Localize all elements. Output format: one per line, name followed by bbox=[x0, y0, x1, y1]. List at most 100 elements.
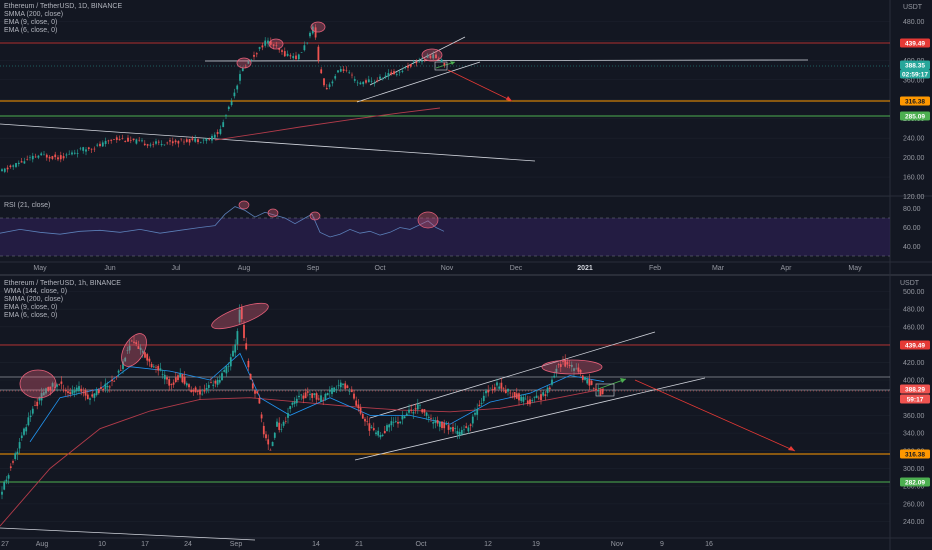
bottom-highlight-ellipses[interactable] bbox=[19, 298, 603, 399]
bottom-price-badge bbox=[900, 449, 930, 459]
bottom-smma-path bbox=[0, 388, 605, 527]
bottom-price-axis[interactable]: 500.00480.00460.00440.00420.00400.00380.… bbox=[903, 289, 925, 526]
bottom-candle bbox=[531, 400, 534, 402]
top-candle bbox=[331, 81, 334, 84]
top-peak-highlight-1 bbox=[236, 57, 252, 69]
top-candle bbox=[239, 74, 241, 81]
rsi-peak-highlight-2 bbox=[267, 208, 279, 218]
bottom-candle bbox=[463, 429, 465, 431]
top-candle bbox=[146, 144, 149, 146]
bottom-indicator-wma: WMA (144, close, 0) bbox=[4, 288, 67, 295]
bottom-candle bbox=[58, 384, 61, 385]
top-time-tick: Apr bbox=[781, 265, 793, 272]
bottom-candle bbox=[524, 398, 527, 400]
top-candle bbox=[211, 135, 213, 141]
top-price-badge bbox=[900, 60, 930, 70]
bottom-candle bbox=[130, 340, 133, 342]
top-trend-drawings[interactable] bbox=[0, 36, 809, 162]
top-candle bbox=[205, 138, 208, 141]
top-candle bbox=[227, 106, 230, 110]
bottom-candle bbox=[399, 421, 402, 424]
bottom-candle bbox=[372, 428, 375, 431]
top-price-badge-text: 02:59:17 bbox=[902, 71, 928, 78]
bottom-horizontal-levels bbox=[0, 344, 890, 483]
bottom-candle bbox=[491, 389, 494, 391]
bottom-candle bbox=[421, 409, 424, 413]
bottom-candle bbox=[104, 383, 107, 390]
bottom-candle bbox=[555, 368, 558, 373]
bottom-candle bbox=[449, 427, 452, 430]
bottom-candle bbox=[436, 420, 439, 424]
top-candle bbox=[163, 144, 166, 146]
bottom-candle bbox=[302, 395, 305, 399]
bottom-candle bbox=[493, 387, 496, 390]
top-grid bbox=[0, 21, 890, 197]
bottom-candle bbox=[324, 393, 327, 400]
rsi-panel-title[interactable]: RSI (21, close) bbox=[4, 202, 50, 209]
bottom-time-axis[interactable]: 27 Aug 10 17 24 Sep 14 21 Oct 12 19 Nov 9 16 bbox=[1, 541, 713, 548]
bottom-candle bbox=[568, 364, 571, 367]
bottom-candle bbox=[190, 390, 193, 393]
bottom-panel-legend[interactable]: Ethereum / TetherUSD, 1h, BINANCE WMA (1… bbox=[4, 280, 121, 319]
bottom-candle bbox=[31, 408, 34, 414]
bottom-candle bbox=[137, 346, 140, 349]
bottom-candle bbox=[117, 370, 120, 373]
top-indicator-ema9: EMA (9, close, 0) bbox=[4, 19, 57, 26]
top-candle bbox=[387, 72, 390, 77]
bottom-price-tick: 480.00 bbox=[903, 307, 925, 314]
bottom-candle bbox=[168, 379, 171, 386]
bottom-candle bbox=[300, 394, 303, 396]
top-candle bbox=[6, 167, 9, 170]
bottom-candle bbox=[335, 389, 338, 390]
top-candle bbox=[15, 163, 17, 167]
top-price-badge bbox=[900, 111, 930, 121]
top-candle bbox=[440, 59, 443, 63]
bottom-candle bbox=[157, 365, 160, 371]
top-candle bbox=[236, 85, 239, 90]
bottom-candle bbox=[174, 377, 177, 383]
bottom-candle bbox=[295, 398, 298, 404]
rsi-highlight-ellipses[interactable] bbox=[238, 200, 439, 229]
bottom-time-tick: 24 bbox=[184, 541, 192, 548]
bottom-price-badge-text: 59:17 bbox=[907, 396, 924, 403]
top-candle bbox=[342, 69, 345, 71]
top-candle bbox=[180, 138, 183, 140]
top-candle bbox=[241, 68, 244, 72]
top-panel-legend[interactable]: Ethereum / TetherUSD, 1D, BINANCE SMMA (… bbox=[4, 3, 122, 34]
top-candle bbox=[213, 134, 216, 138]
top-candle bbox=[29, 157, 31, 159]
bottom-candle bbox=[148, 358, 151, 362]
bottom-candle bbox=[480, 403, 483, 404]
top-time-axis[interactable]: May Jun Jul Aug Sep Oct Nov Dec 2021 Feb Mar Apr May bbox=[33, 265, 862, 272]
top-candle bbox=[48, 156, 51, 159]
bottom-trend-drawings[interactable] bbox=[0, 331, 890, 541]
bottom-candle bbox=[84, 389, 87, 396]
top-candle bbox=[272, 44, 275, 46]
bottom-time-tick: 17 bbox=[141, 541, 149, 548]
bottom-candle bbox=[240, 307, 243, 320]
bottom-candle bbox=[7, 475, 10, 479]
rsi-axis[interactable]: 80.00 60.00 40.00 bbox=[903, 206, 921, 251]
bottom-peak-highlight-4 bbox=[541, 359, 603, 375]
bottom-time-tick: Aug bbox=[36, 541, 49, 548]
bottom-candle bbox=[469, 424, 472, 426]
bottom-candle bbox=[284, 421, 287, 422]
bottom-price-badge-text: 439.49 bbox=[905, 342, 925, 349]
bottom-candle bbox=[515, 393, 518, 399]
top-price-badge bbox=[900, 69, 930, 79]
top-candle bbox=[370, 80, 373, 82]
top-highlight-ellipses[interactable] bbox=[236, 21, 443, 69]
bottom-candles bbox=[1, 304, 604, 500]
bottom-candle bbox=[62, 389, 65, 391]
bottom-candle bbox=[423, 409, 426, 413]
top-candle bbox=[253, 54, 255, 57]
bottom-candle bbox=[91, 394, 94, 397]
bottom-candle bbox=[278, 422, 281, 430]
bottom-candle bbox=[546, 387, 549, 393]
rsi-tick: 40.00 bbox=[903, 244, 921, 251]
top-candle bbox=[160, 144, 163, 146]
bottom-candle bbox=[225, 366, 228, 374]
top-candle bbox=[435, 54, 437, 59]
top-candle bbox=[300, 52, 303, 53]
